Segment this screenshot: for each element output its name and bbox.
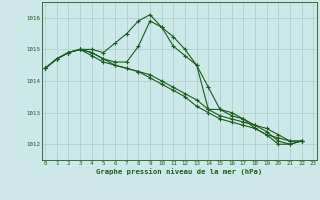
X-axis label: Graphe pression niveau de la mer (hPa): Graphe pression niveau de la mer (hPa) [96, 168, 262, 175]
